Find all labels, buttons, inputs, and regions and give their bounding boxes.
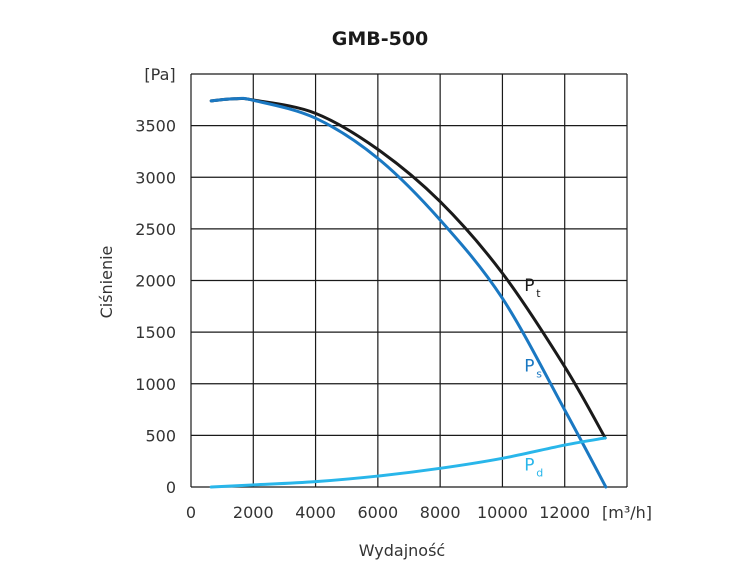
x-tick-label: 4000 xyxy=(295,503,336,522)
series-label-sub-pd: d xyxy=(536,466,543,479)
y-tick-label: 3000 xyxy=(135,168,176,187)
series-line-pd xyxy=(209,436,607,489)
series-label-pd: P xyxy=(524,455,534,475)
x-tick-label: 12000 xyxy=(539,503,590,522)
series-line-pt xyxy=(209,96,607,440)
tick-labels: 0 2000 4000 6000 8000 10000 12000 0 500 1000 1500 2… xyxy=(135,117,590,522)
x-tick-label: 8000 xyxy=(420,503,461,522)
y-unit-label: [Pa] xyxy=(144,65,175,84)
y-tick-label: 2500 xyxy=(135,220,176,239)
series-label-ps: P xyxy=(524,356,534,376)
x-tick-label: 0 xyxy=(186,503,196,522)
y-tick-label: 1500 xyxy=(135,323,176,342)
series-lines xyxy=(209,96,608,489)
x-axis-title: Wydajność xyxy=(359,541,445,560)
y-tick-label: 0 xyxy=(166,478,176,497)
grid xyxy=(190,73,628,488)
y-tick-label: 3500 xyxy=(135,117,176,136)
x-tick-label: 2000 xyxy=(233,503,274,522)
series-label-sub-pt: t xyxy=(536,287,541,300)
y-tick-label: 1000 xyxy=(135,375,176,394)
series-line-ps xyxy=(209,96,608,489)
series-label-pt: P xyxy=(524,276,534,296)
series-label-sub-ps: s xyxy=(536,367,542,380)
y-tick-label: 2000 xyxy=(135,272,176,291)
y-tick-label: 500 xyxy=(145,426,176,445)
chart-title: GMB-500 xyxy=(332,28,429,50)
y-axis-title: Ciśnienie xyxy=(97,246,116,319)
x-tick-label: 6000 xyxy=(357,503,398,522)
x-tick-label: 10000 xyxy=(477,503,528,522)
x-unit-label: [m³/h] xyxy=(602,503,652,522)
